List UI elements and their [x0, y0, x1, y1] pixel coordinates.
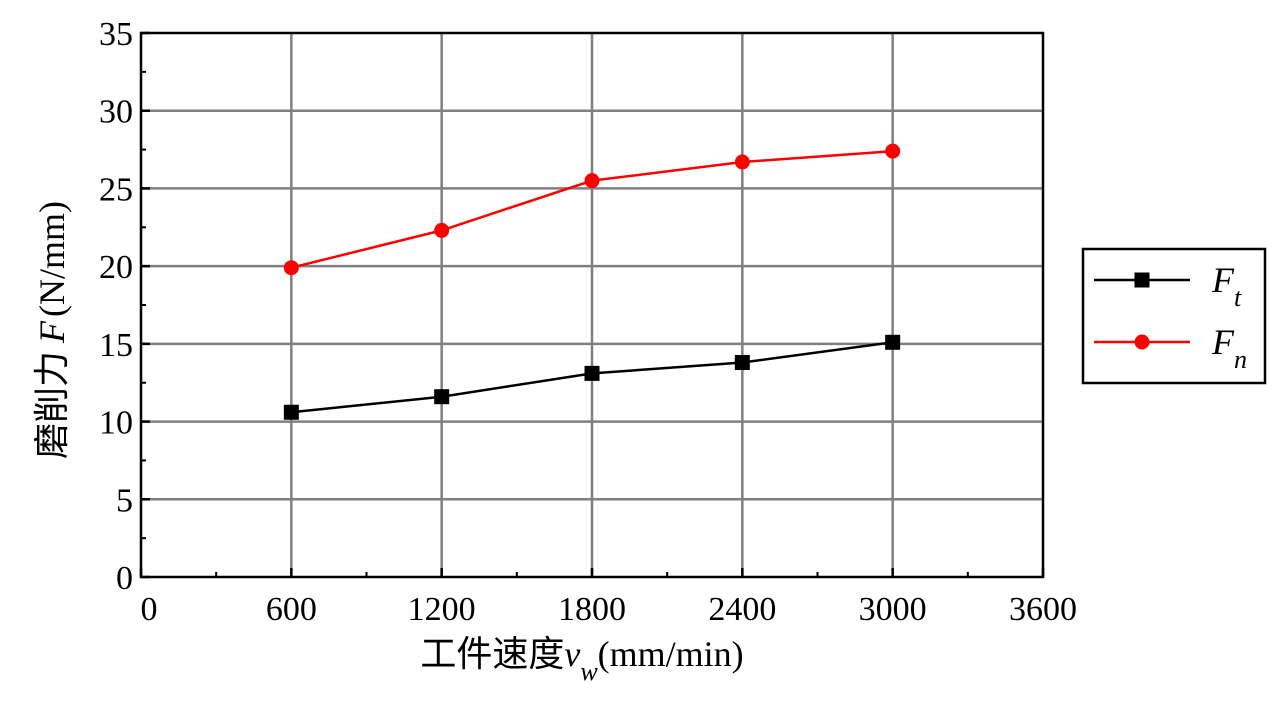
x-axis-label: 工件速度vw(mm/min): [420, 634, 743, 686]
grid: [141, 33, 1043, 577]
y-tick-label: 30: [99, 94, 133, 131]
y-tick-label: 20: [99, 249, 133, 286]
x-tick-label: 600: [266, 591, 317, 628]
x-axis-label-unit: (mm/min): [598, 634, 744, 674]
data-point: [283, 260, 299, 276]
legend-label-subscript: t: [1234, 283, 1242, 312]
axes: 0 5 10 15 20 25 30 35 0 600 1200 1800 2400 3000 3600: [99, 16, 1077, 628]
series-layer: [283, 143, 901, 420]
y-tick-label: 25: [99, 171, 133, 208]
y-tick-label: 35: [99, 16, 133, 53]
data-point: [434, 389, 450, 405]
legend-marker: [1134, 272, 1150, 288]
legend-entry-n: Fn: [1094, 322, 1247, 374]
y-tick-label: 10: [99, 405, 133, 442]
legend-label: Fn: [1211, 322, 1247, 374]
x-tick-label: 2400: [708, 591, 776, 628]
legend-label-subscript: n: [1234, 345, 1247, 374]
data-point: [734, 154, 750, 170]
data-point: [885, 143, 901, 159]
x-tick-label: 1800: [558, 591, 626, 628]
legend-label-main: F: [1211, 322, 1235, 362]
y-axis-label-symbol: F: [32, 320, 72, 344]
legend-entry-t: Ft: [1094, 260, 1242, 312]
series-t: [283, 334, 901, 420]
y-tick-label: 5: [116, 482, 133, 519]
x-tick-label: 1200: [408, 591, 476, 628]
x-tick-label: 0: [141, 591, 158, 628]
x-axis-label-subscript: w: [580, 657, 598, 686]
data-point: [434, 222, 450, 238]
x-tick-label: 3600: [1009, 591, 1077, 628]
y-axis-label: 磨削力 F (N/mm): [32, 201, 72, 459]
series-n: [283, 143, 901, 276]
data-point: [283, 404, 299, 420]
legend-box: [1081, 247, 1267, 385]
y-axis-label-unit: (N/mm): [32, 201, 72, 317]
legend-label: Ft: [1211, 260, 1242, 312]
x-tick-label: 3000: [859, 591, 927, 628]
y-tick-label: 15: [99, 327, 133, 364]
data-point: [734, 355, 750, 371]
data-point: [885, 334, 901, 350]
legend-marker: [1134, 334, 1150, 350]
x-axis-label-text: 工件速度: [420, 634, 564, 674]
legend-label-main: F: [1211, 260, 1235, 300]
data-point: [584, 173, 600, 189]
x-axis-label-symbol: v: [564, 634, 580, 674]
data-point: [584, 365, 600, 381]
y-tick-label: 0: [116, 560, 133, 597]
y-axis-label-text: 磨削力: [32, 351, 72, 459]
